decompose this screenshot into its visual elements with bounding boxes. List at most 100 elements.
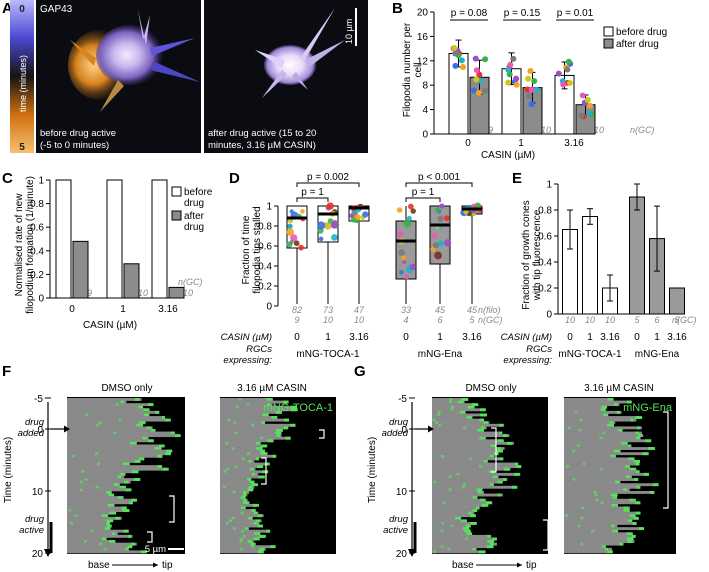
d-n-filo: 82 [292,305,302,315]
f-casin-green-tip [244,527,249,531]
g-dmso-green-spot [437,410,441,414]
f-casin-gray-band [220,410,281,414]
f-dmso-gray-band [67,436,149,440]
g-dmso-green-spot [436,413,440,417]
g-casin-gray-band [564,493,616,497]
f-dmso-gray-band [67,460,140,463]
f-casin-gray-band [220,434,282,438]
g-dmso-green-spot [448,488,452,492]
g-dmso-green-tip [489,454,495,458]
f-casin-gray-band [220,408,298,412]
f-casin-green-tip [265,462,270,466]
f-dmso-green-spot [118,418,122,422]
g-casin-green-tip [620,441,628,445]
f-dmso-gray-band [67,421,146,425]
f-casin-green-tip [275,410,282,414]
g-casin-green-spot [581,506,585,510]
f-casin-green-tip [285,436,291,440]
g-dmso-green-tip [514,462,519,466]
g-casin-green-spot [599,467,603,471]
g-dmso-gray-band [432,470,495,474]
b-pvalues: p = 0.08 p = 0.15 p = 0.01 [450,8,594,21]
b-legend-after-swatch [603,38,614,49]
f-casin-gray-band [220,398,273,401]
g-dmso-green-tip [497,447,501,450]
g-dmso-green-tip [477,429,484,432]
e-casin-value: 0 [634,332,640,343]
g-casin-gray-band [564,421,616,425]
f-scale-bar-label: 5 µm [145,544,166,555]
b-point [524,86,531,93]
f-drug-active-1: drug [25,514,45,525]
f-ylabel: Time (minutes) [3,437,14,503]
g-dmso-green-tip [480,408,486,412]
f-dmso-gray-band [67,491,112,494]
d-point [437,215,444,222]
d-point [289,239,294,244]
g-dmso-green-tip [489,483,494,487]
f-dmso-gray-band [67,429,155,432]
g-dmso-green-spot [449,398,453,401]
f-dmso-gray-band [67,516,122,520]
f-dmso-green-tip [148,403,154,407]
g-casin-green-spot [578,429,582,432]
g-casin-gray-band [564,540,635,543]
b-pvalue: p = 0.15 [504,8,541,19]
b-legend-after: after drug [616,39,659,50]
f-casin-green-tip [276,429,283,432]
f-casin-gray-band [220,423,296,427]
g-dmso-green-spot [469,457,473,461]
c-y-tick-label: 0.4 [30,246,44,257]
g-casin-gray-band [564,398,611,401]
g-casin-green-tip [649,491,654,494]
g-casin-green-spot [594,493,598,497]
g-casin-gray-band [564,511,641,515]
c-n-label: n(GC) [178,277,203,287]
e-y-tick-label: 0 [546,310,552,321]
g-kymo-casin-traces [564,398,669,554]
g-casin-green-tip [612,529,619,533]
g-casin-green-tip [611,524,615,528]
g-casin-green-tip [610,454,616,458]
g-dmso-green-tip [485,501,492,505]
f-dmso-green-tip [157,454,163,458]
f-dmso-gray-band [67,529,129,533]
g-casin-gray-band [564,457,632,461]
g-casin-green-tip [605,547,609,551]
b-y-tick-label: 0 [422,130,428,141]
g-dmso-gray-band [432,462,519,466]
f-casin-green-tip [247,540,252,543]
b-point [476,71,483,78]
d-casin-value: 0 [294,332,300,343]
g-casin-gray-band [564,452,649,456]
g-dmso-green-spot [440,545,444,549]
b-point [525,75,532,82]
g-casin-green-tip [632,522,637,525]
caption-before-1: before drug active [40,128,116,139]
g-casin-green-tip [635,501,641,505]
f-casin-gray-band [220,426,288,430]
f-dmso-green-tip [164,418,171,422]
g-dmso-green-spot [441,522,445,525]
g-casin-green-tip [616,410,621,414]
g-dmso-green-tip [514,472,521,476]
f-dmso-gray-band [67,475,125,479]
d-n-gc: 9 [294,315,299,325]
f-dmso-gray-band [67,524,112,528]
d-point [286,228,294,236]
g-casin-green-tip [612,496,618,500]
f-dmso-green-spot [68,509,72,512]
g-dmso-gray-band [432,483,495,487]
f-dmso-green-tip [117,475,122,479]
f-casin-gray-band [220,400,289,404]
c-bar-after [123,263,140,299]
f-casin-green-tip [256,447,263,450]
g-drug-added-1: drug [389,417,409,428]
f-dmso-green-spot [84,478,88,481]
c-legend-after-swatch [171,210,182,221]
f-dmso-green-spot [96,423,100,427]
g-dmso-green-spot [447,547,451,551]
b-point [531,78,538,85]
f-casin-green-tip [290,408,298,412]
g-casin-green-tip [623,509,630,512]
